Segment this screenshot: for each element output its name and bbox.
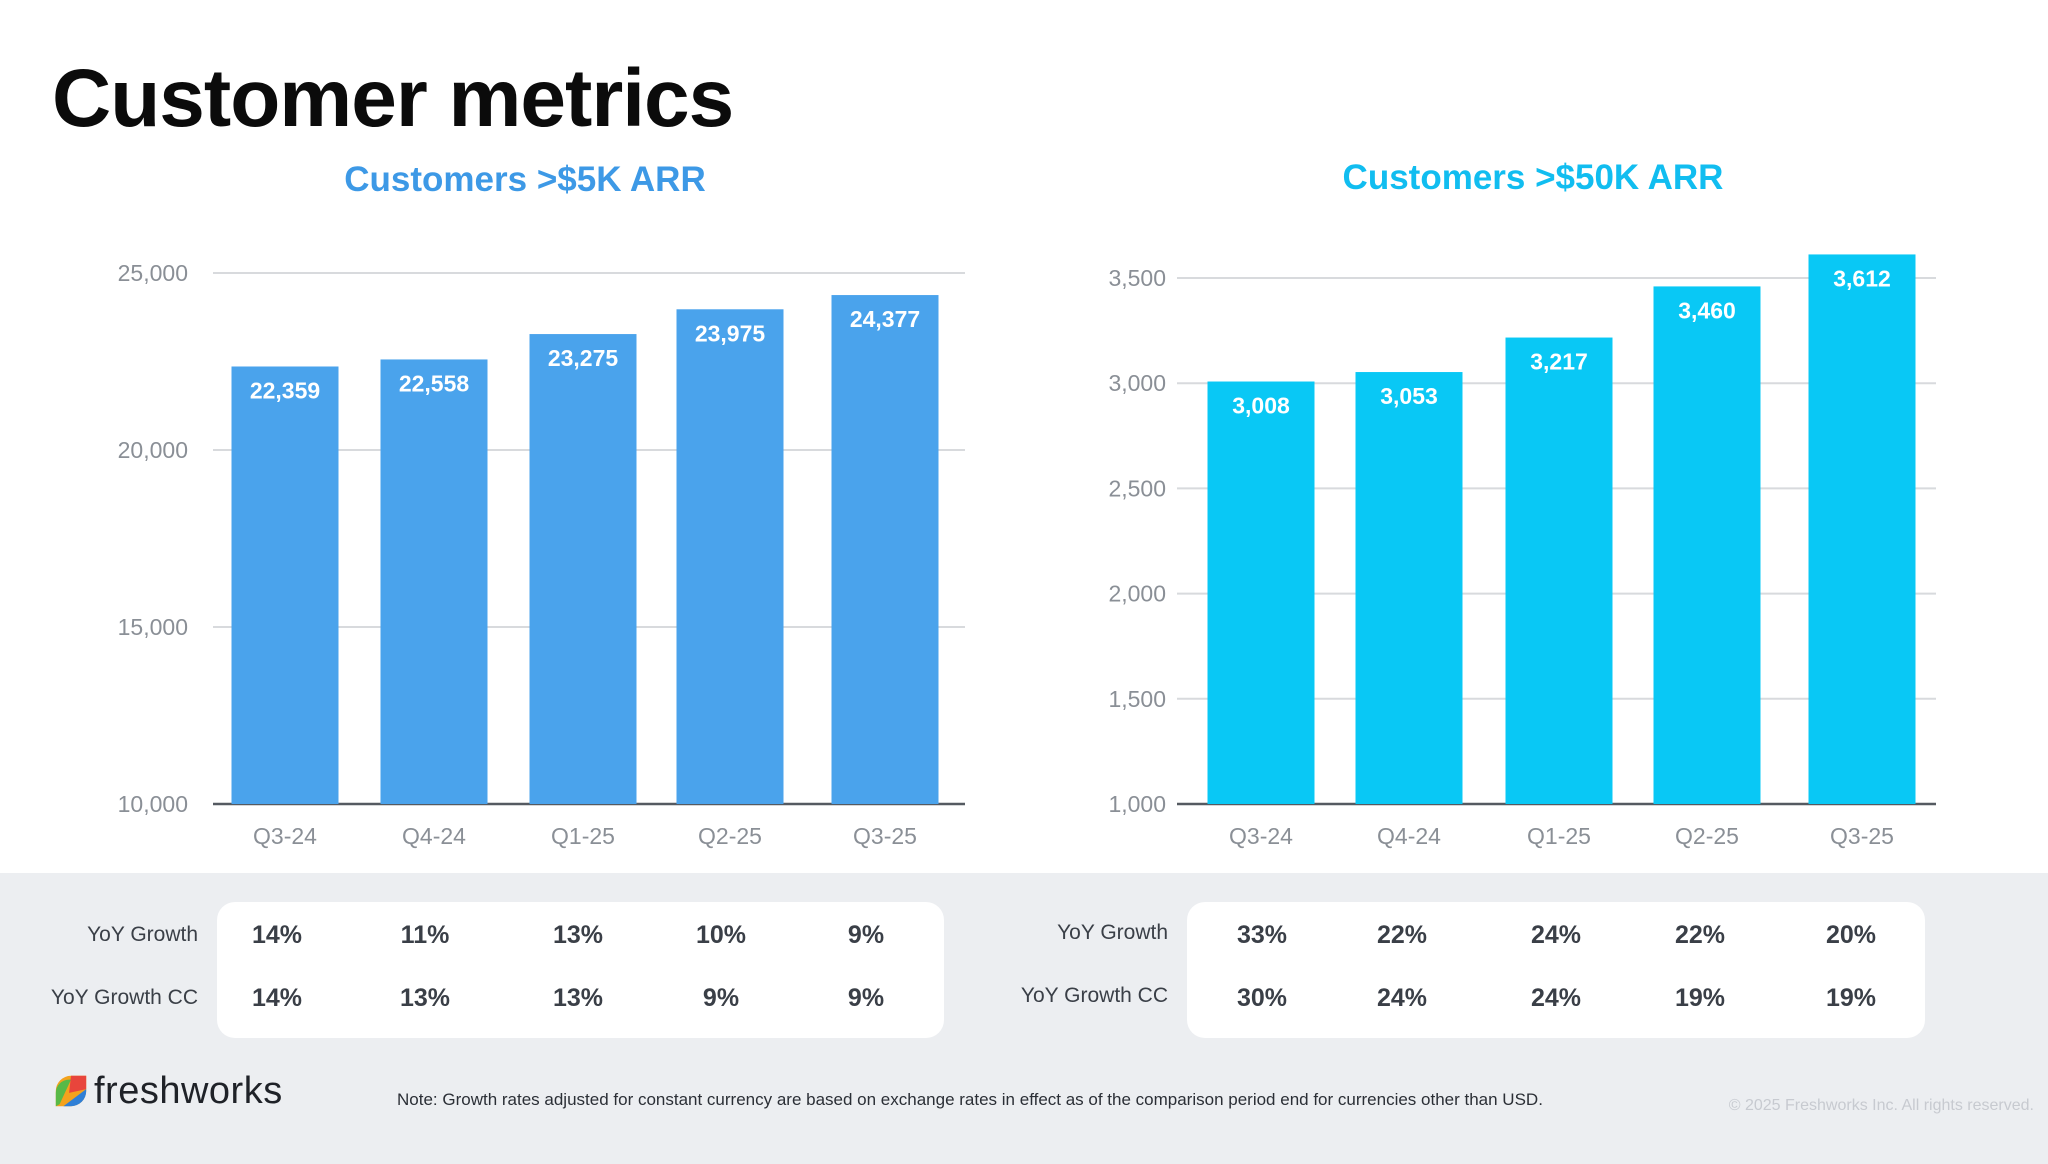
bar-value-label-right-3: 3,460 [1678,297,1736,323]
ytick-label-right-0: 1,000 [1108,791,1166,817]
growth-value: 9% [702,984,740,1012]
growth-value: 14% [251,984,303,1012]
ytick-label-left-0: 10,000 [118,791,188,817]
footnote: Note: Growth rates adjusted for constant… [397,1090,1543,1109]
ytick-label-right-3: 2,500 [1108,475,1166,501]
growth-value: 22% [1674,921,1726,949]
bar-value-label-left-4: 24,377 [850,306,920,332]
growth-row-label: YoY Growth CC [50,986,198,1009]
ytick-label-right-5: 3,500 [1108,265,1166,291]
xtick-label-left-1: Q4-24 [402,823,466,849]
bar-right-4 [1808,254,1916,805]
bar-left-3 [676,309,784,804]
xtick-label-right-3: Q2-25 [1675,823,1739,849]
growth-value: 9% [847,984,885,1012]
growth-row-label: YoY Growth [1057,921,1168,944]
ytick-label-left-2: 20,000 [118,437,188,463]
growth-value: 19% [1674,984,1726,1012]
bar-value-label-right-1: 3,053 [1380,383,1438,409]
chart-title-50k-arr: Customers >$50K ARR [1342,158,1724,197]
growth-table-5k [217,902,944,1038]
xtick-label-right-2: Q1-25 [1527,823,1591,849]
growth-value: 19% [1825,984,1877,1012]
growth-row-label: YoY Growth CC [1020,984,1168,1007]
xtick-label-right-4: Q3-25 [1830,823,1894,849]
bar-value-label-left-2: 23,275 [548,345,619,371]
xtick-label-right-1: Q4-24 [1377,823,1441,849]
growth-value: 10% [695,921,747,949]
bar-value-label-right-0: 3,008 [1232,393,1290,419]
growth-value: 24% [1376,984,1428,1012]
growth-value: 20% [1825,921,1877,949]
growth-value: 24% [1530,921,1582,949]
page-title: Customer metrics [52,53,734,144]
bar-left-2 [529,334,637,804]
bar-charts: 10,000 15,000 20,000 25,000 22,359 Q3-24 22,55… [118,254,1936,849]
freshworks-logo: freshworks [52,1066,283,1116]
growth-value: 13% [552,921,604,949]
freshworks-logo-icon [55,1075,87,1107]
growth-value: 14% [251,921,303,949]
growth-value: 33% [1236,921,1288,949]
bar-value-label-right-4: 3,612 [1833,265,1891,291]
copyright: © 2025 Freshworks Inc. All rights reserv… [1728,1097,2034,1114]
bar-left-1 [380,359,488,804]
growth-value: 24% [1530,984,1582,1012]
growth-row-label: YoY Growth [87,923,198,946]
growth-table-50k [1187,902,1925,1038]
bar-value-label-left-3: 23,975 [695,320,766,346]
ytick-label-right-1: 1,500 [1108,686,1166,712]
xtick-label-left-2: Q1-25 [551,823,615,849]
xtick-label-left-3: Q2-25 [698,823,762,849]
growth-value: 11% [400,921,450,949]
growth-value: 30% [1236,984,1288,1012]
bar-right-2 [1505,337,1613,804]
growth-value: 9% [847,921,885,949]
bar-left-0 [231,366,339,804]
bar-value-label-left-0: 22,359 [250,377,320,403]
xtick-label-right-0: Q3-24 [1229,823,1293,849]
ytick-label-left-1: 15,000 [118,614,188,640]
bar-right-1 [1355,372,1463,804]
growth-value: 13% [399,984,451,1012]
xtick-label-left-4: Q3-25 [853,823,917,849]
ytick-label-right-2: 2,000 [1108,581,1166,607]
xtick-label-left-0: Q3-24 [253,823,317,849]
bar-right-3 [1653,286,1761,804]
growth-value: 22% [1376,921,1428,949]
growth-value: 13% [552,984,604,1012]
ytick-label-left-3: 25,000 [118,260,188,286]
chart-title-5k-arr: Customers >$5K ARR [344,160,706,199]
ytick-label-right-4: 3,000 [1108,370,1166,396]
bar-left-4 [831,295,939,804]
logo-wordmark: freshworks [94,1069,283,1112]
bar-value-label-left-1: 22,558 [399,370,470,396]
bar-right-0 [1207,381,1315,804]
bar-value-label-right-2: 3,217 [1530,349,1588,375]
